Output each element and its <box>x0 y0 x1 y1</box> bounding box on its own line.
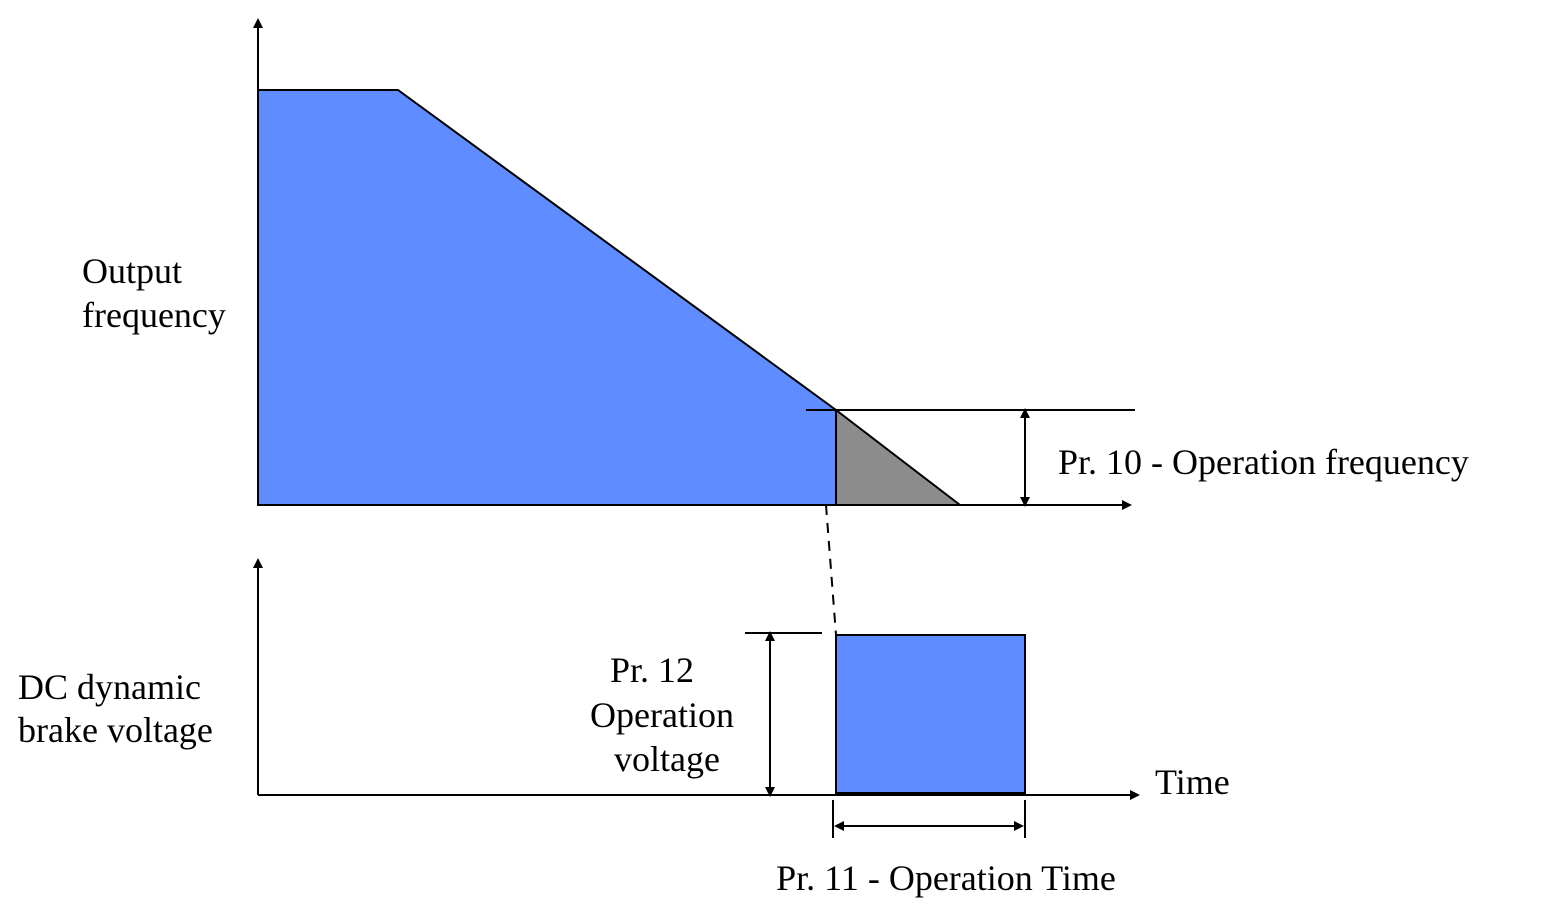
label: frequency <box>82 295 226 335</box>
label: Operation <box>590 695 734 735</box>
label: Time <box>1155 762 1230 802</box>
dashed-line <box>825 504 837 636</box>
label: Pr. 12 <box>610 650 694 690</box>
label: Output <box>82 251 182 291</box>
brake-area <box>835 407 963 506</box>
label: DC dynamic <box>18 667 201 707</box>
label: Pr. 10 - Operation frequency <box>1058 442 1469 482</box>
frequency-area <box>257 89 837 506</box>
label: brake voltage <box>18 710 213 750</box>
label: voltage <box>614 739 720 779</box>
label: Pr. 11 - Operation Time <box>776 858 1116 898</box>
voltage-pulse <box>835 634 1026 794</box>
